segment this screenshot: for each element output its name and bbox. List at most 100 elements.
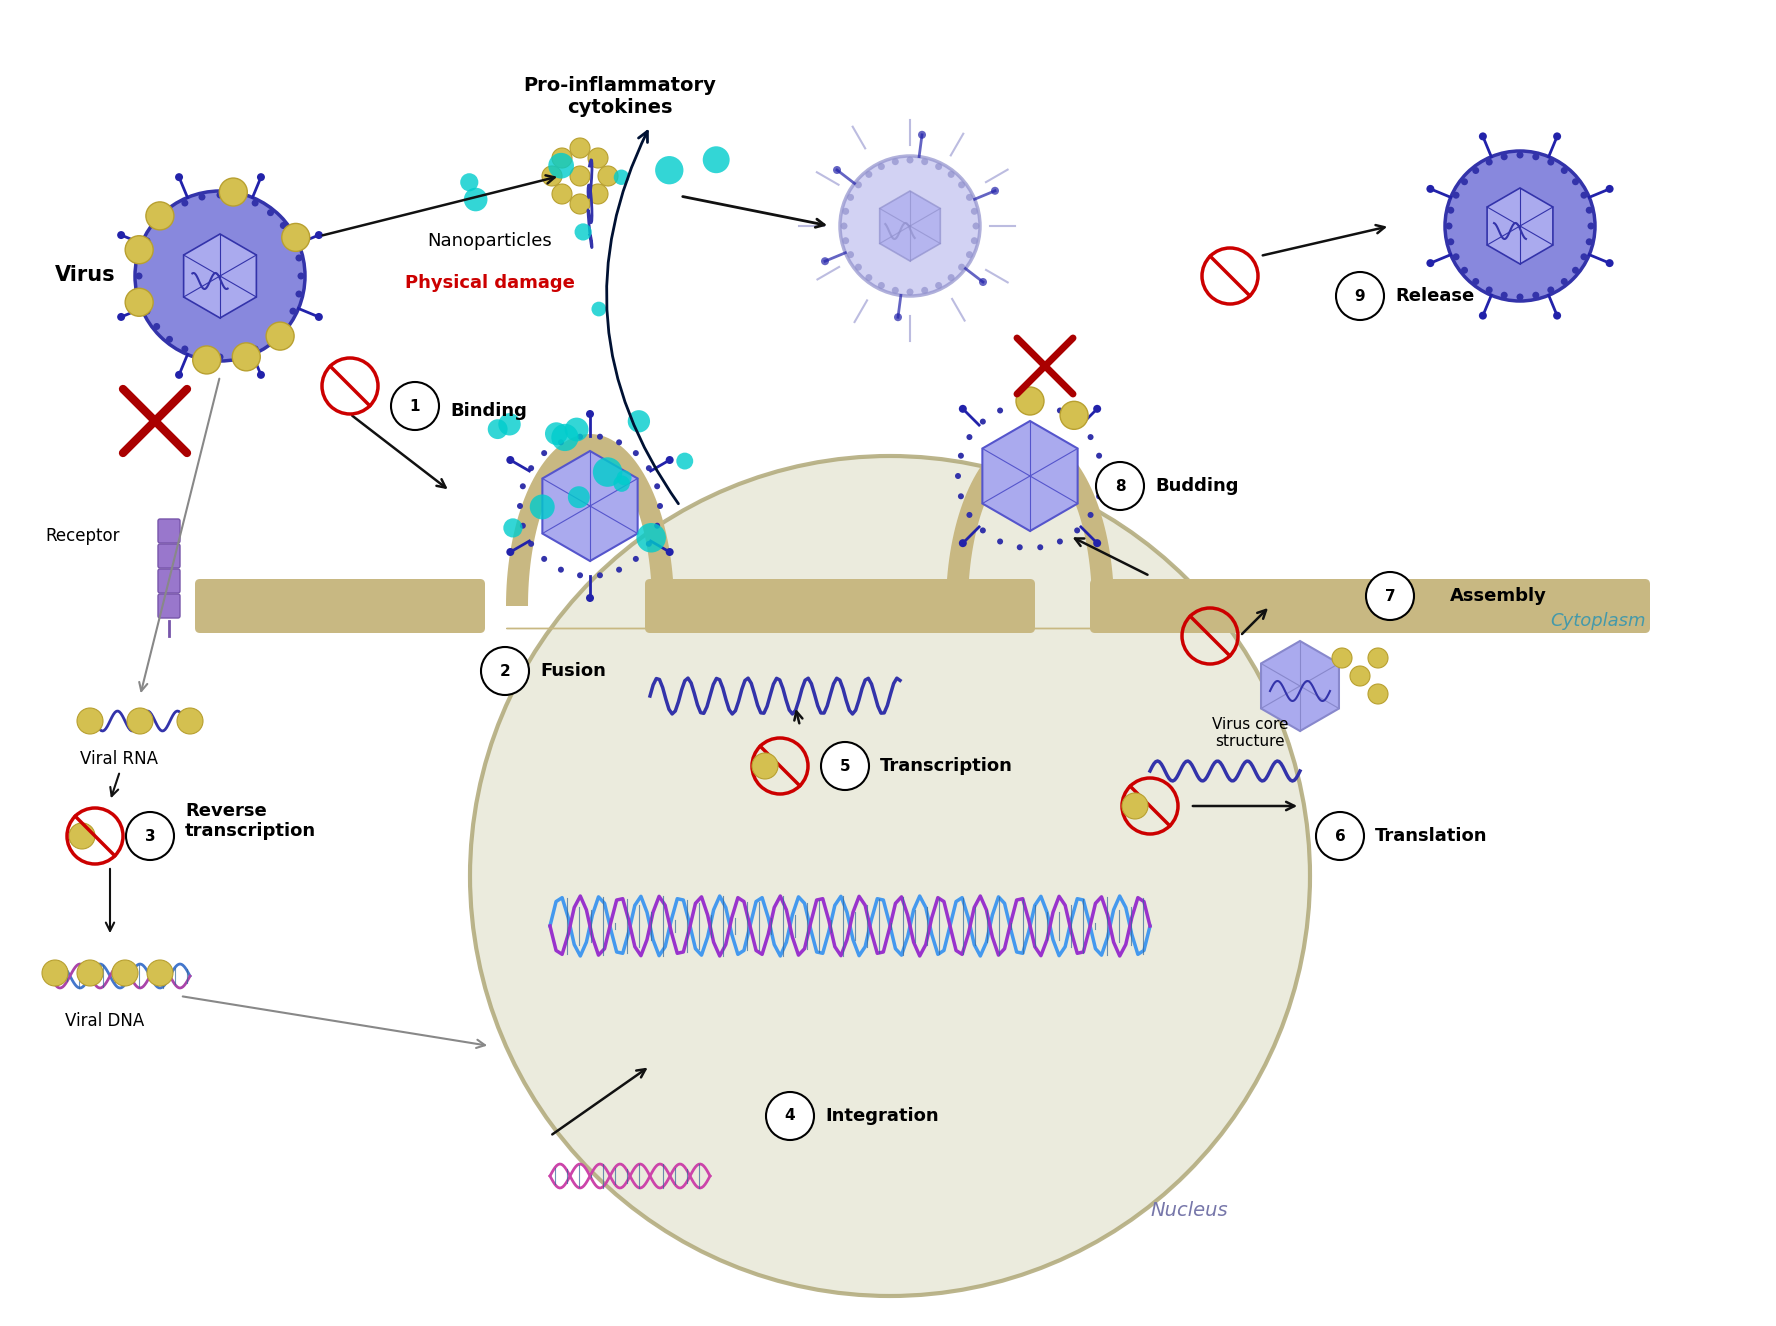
Circle shape (135, 273, 142, 280)
Circle shape (266, 335, 274, 343)
Circle shape (646, 541, 652, 546)
Circle shape (1462, 178, 1469, 186)
Text: Cytoplasm: Cytoplasm (1550, 613, 1646, 630)
Circle shape (460, 174, 478, 191)
Text: Nucleus: Nucleus (1151, 1201, 1227, 1220)
Circle shape (1554, 133, 1561, 141)
Circle shape (266, 322, 295, 350)
Circle shape (471, 456, 1311, 1296)
Circle shape (632, 450, 639, 456)
Circle shape (503, 518, 522, 537)
Circle shape (1122, 793, 1147, 819)
Circle shape (1087, 512, 1094, 518)
Circle shape (1016, 544, 1023, 550)
Circle shape (1487, 286, 1492, 293)
Circle shape (266, 210, 274, 216)
Circle shape (258, 371, 265, 379)
Circle shape (1316, 812, 1364, 861)
Circle shape (1453, 192, 1460, 199)
Circle shape (877, 163, 884, 170)
Polygon shape (1261, 640, 1339, 731)
Circle shape (666, 456, 673, 464)
Circle shape (593, 457, 622, 487)
Circle shape (234, 194, 242, 200)
Circle shape (922, 158, 929, 166)
Circle shape (1366, 572, 1414, 621)
Circle shape (517, 503, 522, 509)
Circle shape (957, 264, 964, 271)
Circle shape (1472, 167, 1479, 174)
Circle shape (194, 346, 220, 374)
Circle shape (577, 573, 583, 578)
Circle shape (464, 188, 487, 211)
Circle shape (218, 178, 247, 206)
Polygon shape (506, 434, 675, 606)
Circle shape (877, 282, 884, 289)
Circle shape (922, 286, 929, 294)
Circle shape (1501, 292, 1508, 298)
Circle shape (144, 237, 151, 244)
Circle shape (971, 208, 979, 215)
Circle shape (847, 194, 854, 200)
Circle shape (529, 495, 554, 520)
Circle shape (153, 324, 160, 330)
Text: Fusion: Fusion (540, 662, 606, 680)
Circle shape (627, 410, 650, 432)
Circle shape (677, 452, 693, 469)
Circle shape (996, 407, 1003, 414)
Circle shape (314, 313, 323, 321)
Circle shape (199, 194, 206, 200)
Circle shape (980, 528, 986, 533)
Circle shape (124, 288, 153, 317)
Polygon shape (947, 434, 1114, 606)
Circle shape (1057, 538, 1062, 545)
Circle shape (1561, 278, 1568, 285)
Circle shape (1094, 404, 1101, 412)
Circle shape (591, 301, 606, 317)
Circle shape (1554, 312, 1561, 320)
Circle shape (1332, 648, 1352, 668)
Circle shape (289, 308, 297, 314)
Circle shape (597, 573, 604, 578)
Text: Reverse
transcription: Reverse transcription (185, 802, 316, 841)
Text: Integration: Integration (826, 1107, 940, 1124)
Circle shape (821, 257, 829, 265)
Circle shape (1517, 151, 1524, 159)
Circle shape (1426, 259, 1435, 267)
Circle shape (613, 475, 630, 492)
Circle shape (973, 223, 980, 229)
Circle shape (1368, 648, 1389, 668)
Text: Nanoparticles: Nanoparticles (428, 232, 552, 251)
Circle shape (936, 282, 941, 289)
Circle shape (117, 231, 124, 239)
Circle shape (948, 274, 955, 281)
Circle shape (1096, 452, 1103, 459)
Circle shape (126, 812, 174, 861)
Text: Release: Release (1394, 286, 1474, 305)
Circle shape (314, 231, 323, 239)
Circle shape (1447, 207, 1455, 213)
Circle shape (854, 264, 861, 271)
Circle shape (971, 237, 979, 244)
Circle shape (1016, 387, 1044, 415)
Circle shape (666, 548, 673, 556)
Circle shape (865, 274, 872, 281)
Circle shape (1099, 473, 1105, 479)
Circle shape (176, 371, 183, 379)
Circle shape (542, 166, 561, 186)
Circle shape (588, 184, 607, 204)
Circle shape (632, 556, 639, 562)
Circle shape (842, 237, 849, 244)
Text: Physical damage: Physical damage (405, 274, 575, 292)
Circle shape (289, 237, 297, 244)
FancyBboxPatch shape (158, 594, 179, 618)
Circle shape (1586, 207, 1593, 213)
Circle shape (1547, 159, 1554, 166)
Circle shape (966, 251, 973, 259)
Circle shape (1074, 419, 1080, 424)
Circle shape (527, 541, 535, 546)
Circle shape (1447, 239, 1455, 245)
Circle shape (1472, 278, 1479, 285)
Circle shape (588, 149, 607, 168)
Circle shape (1462, 267, 1469, 273)
